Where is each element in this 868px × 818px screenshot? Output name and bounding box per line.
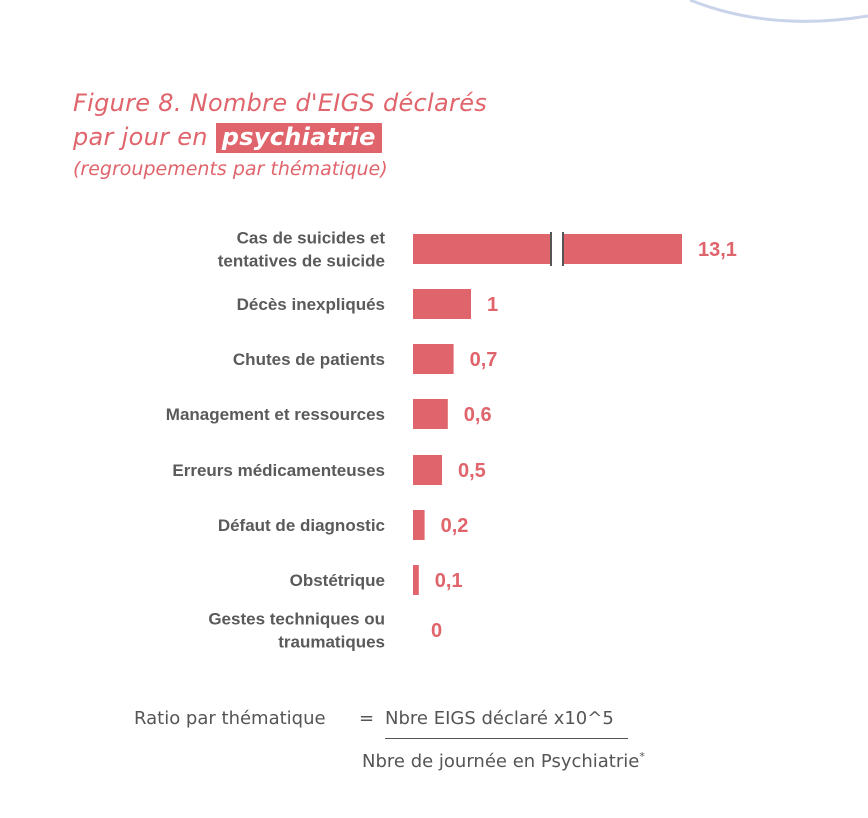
- category-label: Gestes techniques ou: [208, 610, 385, 629]
- bar: [413, 510, 425, 540]
- bar: [413, 455, 442, 485]
- formula-fraction-line: [385, 738, 628, 739]
- decorative-corner-arc: [689, 0, 868, 23]
- title-prefix: par jour en: [73, 123, 208, 151]
- category-label: Défaut de diagnostic: [218, 516, 385, 535]
- formula-numerator: Nbre EIGS déclaré x10^5: [385, 708, 614, 729]
- formula-denominator-text: Nbre de journée en Psychiatrie: [362, 751, 640, 772]
- value-label: 1: [487, 294, 498, 316]
- formula-equals: =: [359, 708, 375, 729]
- bar: [413, 289, 471, 319]
- bar: [413, 399, 448, 429]
- bar: [413, 344, 454, 374]
- bar: [413, 234, 682, 264]
- value-label: 0,6: [464, 404, 492, 426]
- category-label: Management et ressources: [166, 405, 385, 424]
- category-label: Obstétrique: [290, 571, 385, 590]
- bar: [413, 565, 419, 595]
- value-label: 0,1: [435, 570, 463, 592]
- category-label: tentatives de suicide: [218, 252, 385, 271]
- title-highlight: psychiatrie: [215, 123, 382, 153]
- formula-denominator: Nbre de journée en Psychiatrie*: [362, 750, 645, 772]
- value-label: 0,5: [458, 460, 486, 482]
- value-label: 13,1: [698, 239, 737, 261]
- axis-break-gap: [552, 232, 562, 266]
- category-label: Cas de suicides et: [237, 229, 386, 248]
- title-line-2: par jour en psychiatrie: [73, 120, 487, 154]
- category-label: Chutes de patients: [233, 350, 385, 369]
- value-label: 0,7: [470, 349, 498, 371]
- figure-title: Figure 8. Nombre d'EIGS déclarés par jou…: [73, 86, 487, 180]
- value-label: 0,2: [441, 515, 469, 537]
- formula-label: Ratio par thématique: [134, 708, 326, 729]
- value-label: 0: [431, 620, 442, 642]
- category-label: Erreurs médicamenteuses: [172, 461, 385, 480]
- figure-subtitle: (regroupements par thématique): [73, 158, 388, 180]
- footnote-mark: *: [639, 750, 645, 763]
- category-label: Décès inexpliqués: [237, 295, 385, 314]
- bar-chart: Cas de suicides et tentatives de suicide 1…: [166, 229, 737, 652]
- title-line-1: Figure 8. Nombre d'EIGS déclarés: [73, 89, 488, 117]
- category-label: traumatiques: [278, 633, 385, 652]
